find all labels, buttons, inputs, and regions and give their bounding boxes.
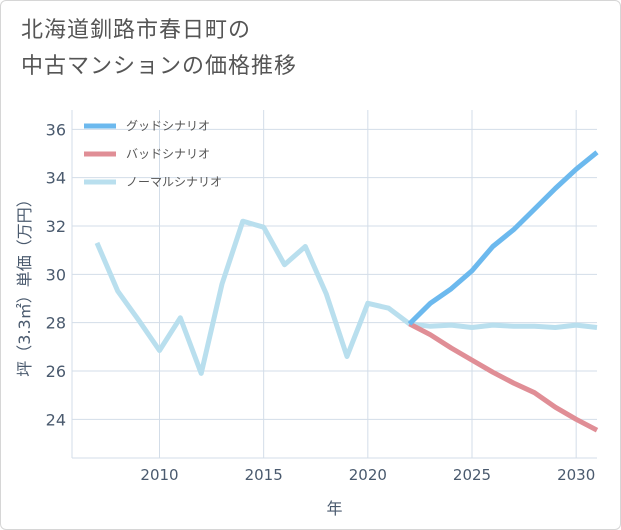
- series-line-2: [94, 218, 598, 376]
- x-tick-label: 2010: [140, 466, 178, 484]
- grid-lines: [72, 110, 597, 458]
- y-tick-label: 24: [46, 410, 66, 429]
- title-line-2: 中古マンションの価格推移: [21, 54, 298, 79]
- legend-label: バッドシナリオ: [126, 147, 210, 161]
- series-line-1: [408, 321, 599, 433]
- legend-label: グッドシナリオ: [126, 119, 210, 133]
- y-tick-label: 32: [46, 217, 66, 236]
- y-tick-label: 26: [46, 362, 66, 381]
- y-tick-label: 34: [46, 169, 66, 188]
- y-tick-label: 30: [46, 265, 66, 284]
- y-tick-label: 28: [46, 314, 66, 333]
- x-tick-label: 2015: [245, 466, 283, 484]
- series-layer: [94, 150, 599, 433]
- series-line-0: [407, 150, 599, 326]
- axes: 2010 2015 2020 2025 2030 24 26 28 30 32 34 36 年 坪（3.3…: [15, 110, 597, 518]
- x-axis-title: 年: [326, 499, 342, 518]
- chart-title: 北海道釧路市春日町の 中古マンションの価格推移: [21, 13, 297, 85]
- y-tick-label: 36: [46, 120, 66, 139]
- x-tick-label: 2030: [557, 466, 595, 484]
- legend-label: ノーマルシナリオ: [126, 175, 222, 189]
- x-tick-label: 2020: [349, 466, 387, 484]
- title-line-1: 北海道釧路市春日町の: [21, 18, 252, 43]
- x-tick-label: 2025: [453, 466, 491, 484]
- y-axis-title: 坪（3.3㎡）単価（万円）: [15, 191, 34, 376]
